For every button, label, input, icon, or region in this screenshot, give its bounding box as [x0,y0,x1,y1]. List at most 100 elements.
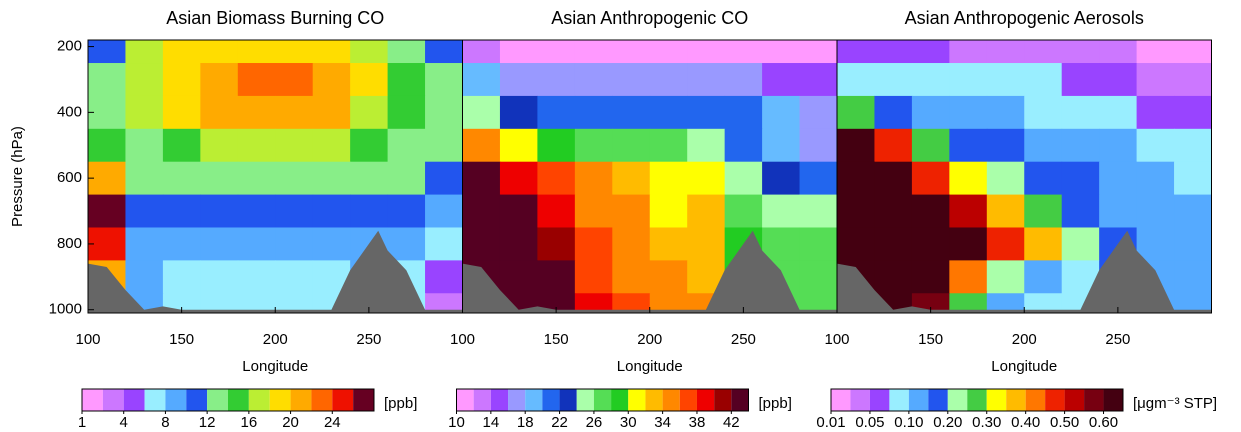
contour-cell [1174,128,1212,163]
y-tick-label: 400 [57,103,82,120]
contour-cell [837,128,875,163]
contour-cell [162,293,201,313]
contour-cell [162,161,201,196]
colorbar-box [1045,389,1065,411]
contour-cell [874,194,913,228]
contour-cell [462,128,501,163]
colorbar-tick-label: 18 [517,414,534,431]
contour-cell [574,63,613,97]
colorbar-box [490,389,509,411]
contour-cell [837,95,875,130]
contour-cell [986,128,1025,163]
y-axis-label: Pressure (hPa) [9,126,26,227]
contour-cell [162,40,201,64]
contour-cell [499,227,538,261]
contour-cell [1024,40,1063,64]
x-axis-label: Longitude [242,358,308,375]
colorbar-box [947,389,968,411]
contour-cell [125,161,164,196]
contour-cell [874,40,913,64]
contour-cell [799,128,837,163]
contour-cell [88,40,126,64]
contour-cell [1174,95,1212,130]
contour-cell [612,161,651,196]
contour-cell [1024,95,1063,130]
contour-cell [88,161,126,196]
colorbar-box [679,389,697,411]
contour-cell [911,194,950,228]
colorbar-tick-label: 0.30 [972,414,1001,431]
contour-cell [387,227,426,261]
contour-cell [275,194,314,228]
y-tick-label: 1000 [49,301,82,318]
contour-cell [537,227,576,261]
contour-cell [799,227,837,261]
contour-cell [1174,40,1212,64]
colorbar-tick-label: 26 [586,414,603,431]
contour-cell [312,63,351,97]
contour-cell [911,63,950,97]
contour-cell [687,194,726,228]
colorbar-tick-label: 0.40 [1011,414,1040,431]
contour-cell [1061,194,1100,228]
contour-cell [1024,63,1063,97]
x-tick-label: 250 [731,331,756,348]
contour-cell [1061,128,1100,163]
contour-cell [499,63,538,97]
x-tick-label: 150 [169,331,194,348]
contour-cell [200,194,239,228]
colorbar-box [576,389,594,411]
contour-cell [1024,227,1063,261]
contour-cell [1061,161,1100,196]
contour-cell [425,63,463,97]
contour-cell [799,95,837,130]
contour-cell [837,40,875,64]
contour-cell [911,161,950,196]
colorbar-frame [830,388,1124,412]
contour-cell [88,194,126,228]
colorbar-box [1084,389,1104,411]
x-tick-label: 100 [450,331,475,348]
colorbar-box [123,389,145,411]
colorbar-box [1103,389,1123,411]
contour-cell [574,128,613,163]
colorbar-box [456,389,474,411]
contour-cell [762,40,801,64]
colorbar-tick-label: 10 [448,414,465,431]
contour-cell [237,260,276,294]
contour-cell [986,161,1025,196]
contour-cell [125,227,164,261]
contour-cell [612,227,651,261]
contour-cell [1061,95,1100,130]
contour-cell [425,95,463,130]
colorbar-box [525,389,543,411]
contour-cell [537,63,576,97]
contour-cell [462,194,501,228]
colorbar-tick-label: 12 [199,414,216,431]
contour-cell [687,227,726,261]
contour-cell [200,63,239,97]
contour-cell [911,260,950,294]
contour-cell [799,161,837,196]
contour-cell [162,260,201,294]
contour-cell [237,227,276,261]
contour-cell [499,40,538,64]
colorbar-box [611,389,629,411]
contour-cell [724,161,763,196]
colorbar-box [714,389,732,411]
contour-cell [949,260,988,294]
contour-cell [1136,194,1175,228]
contour-cell [649,293,688,313]
contour-cell [911,95,950,130]
contour-cell [986,194,1025,228]
contour-cell [237,63,276,97]
colorbar-box [850,389,870,411]
contour-cell [649,63,688,97]
contour-cell [574,40,613,64]
panel-title: Asian Biomass Burning CO [166,8,384,28]
contour-cell [874,227,913,261]
colorbar-box [831,389,851,411]
contour-cell [762,128,801,163]
contour-cell [1099,63,1138,97]
